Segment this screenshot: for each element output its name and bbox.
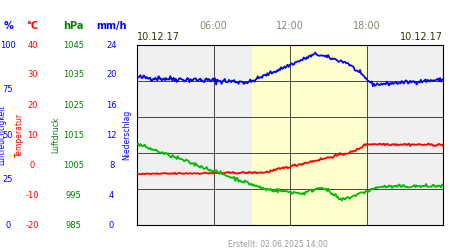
Text: 10.12.17: 10.12.17 (400, 32, 443, 42)
Text: 16: 16 (106, 100, 117, 110)
Text: °C: °C (27, 21, 38, 31)
Text: 24: 24 (106, 40, 117, 50)
Text: 8: 8 (109, 160, 114, 170)
Text: 06:00: 06:00 (200, 21, 228, 31)
Text: 0: 0 (5, 220, 11, 230)
Text: 40: 40 (27, 40, 38, 50)
Text: -20: -20 (26, 220, 39, 230)
Text: 1005: 1005 (63, 160, 84, 170)
Text: 10.12.17: 10.12.17 (137, 32, 180, 42)
Text: 0: 0 (109, 220, 114, 230)
Text: 1035: 1035 (63, 70, 84, 80)
Bar (252, 45, 367, 225)
Text: 995: 995 (66, 190, 81, 200)
Text: %: % (3, 21, 13, 31)
Text: 0: 0 (30, 160, 35, 170)
Text: 50: 50 (3, 130, 14, 140)
Text: Luftfeuchtigkeit: Luftfeuchtigkeit (0, 105, 6, 165)
Text: Niederschlag: Niederschlag (122, 110, 131, 160)
Text: 12: 12 (106, 130, 117, 140)
Text: 20: 20 (106, 70, 117, 80)
Text: Erstellt: 02.06.2025 14:00: Erstellt: 02.06.2025 14:00 (228, 240, 328, 249)
Text: 100: 100 (0, 40, 16, 50)
Text: 18:00: 18:00 (353, 21, 381, 31)
Text: mm/h: mm/h (96, 21, 127, 31)
Text: 1025: 1025 (63, 100, 84, 110)
Text: -10: -10 (26, 190, 39, 200)
Text: Luftdruck: Luftdruck (51, 117, 60, 153)
Text: 30: 30 (27, 70, 38, 80)
Text: 1045: 1045 (63, 40, 84, 50)
Text: 12:00: 12:00 (276, 21, 304, 31)
Text: 75: 75 (3, 86, 14, 94)
Text: 20: 20 (27, 100, 38, 110)
Text: Temperatur: Temperatur (15, 113, 24, 157)
Text: 1015: 1015 (63, 130, 84, 140)
Text: 25: 25 (3, 176, 14, 184)
Text: 985: 985 (65, 220, 81, 230)
Text: 10: 10 (27, 130, 38, 140)
Text: hPa: hPa (63, 21, 84, 31)
Text: 4: 4 (109, 190, 114, 200)
